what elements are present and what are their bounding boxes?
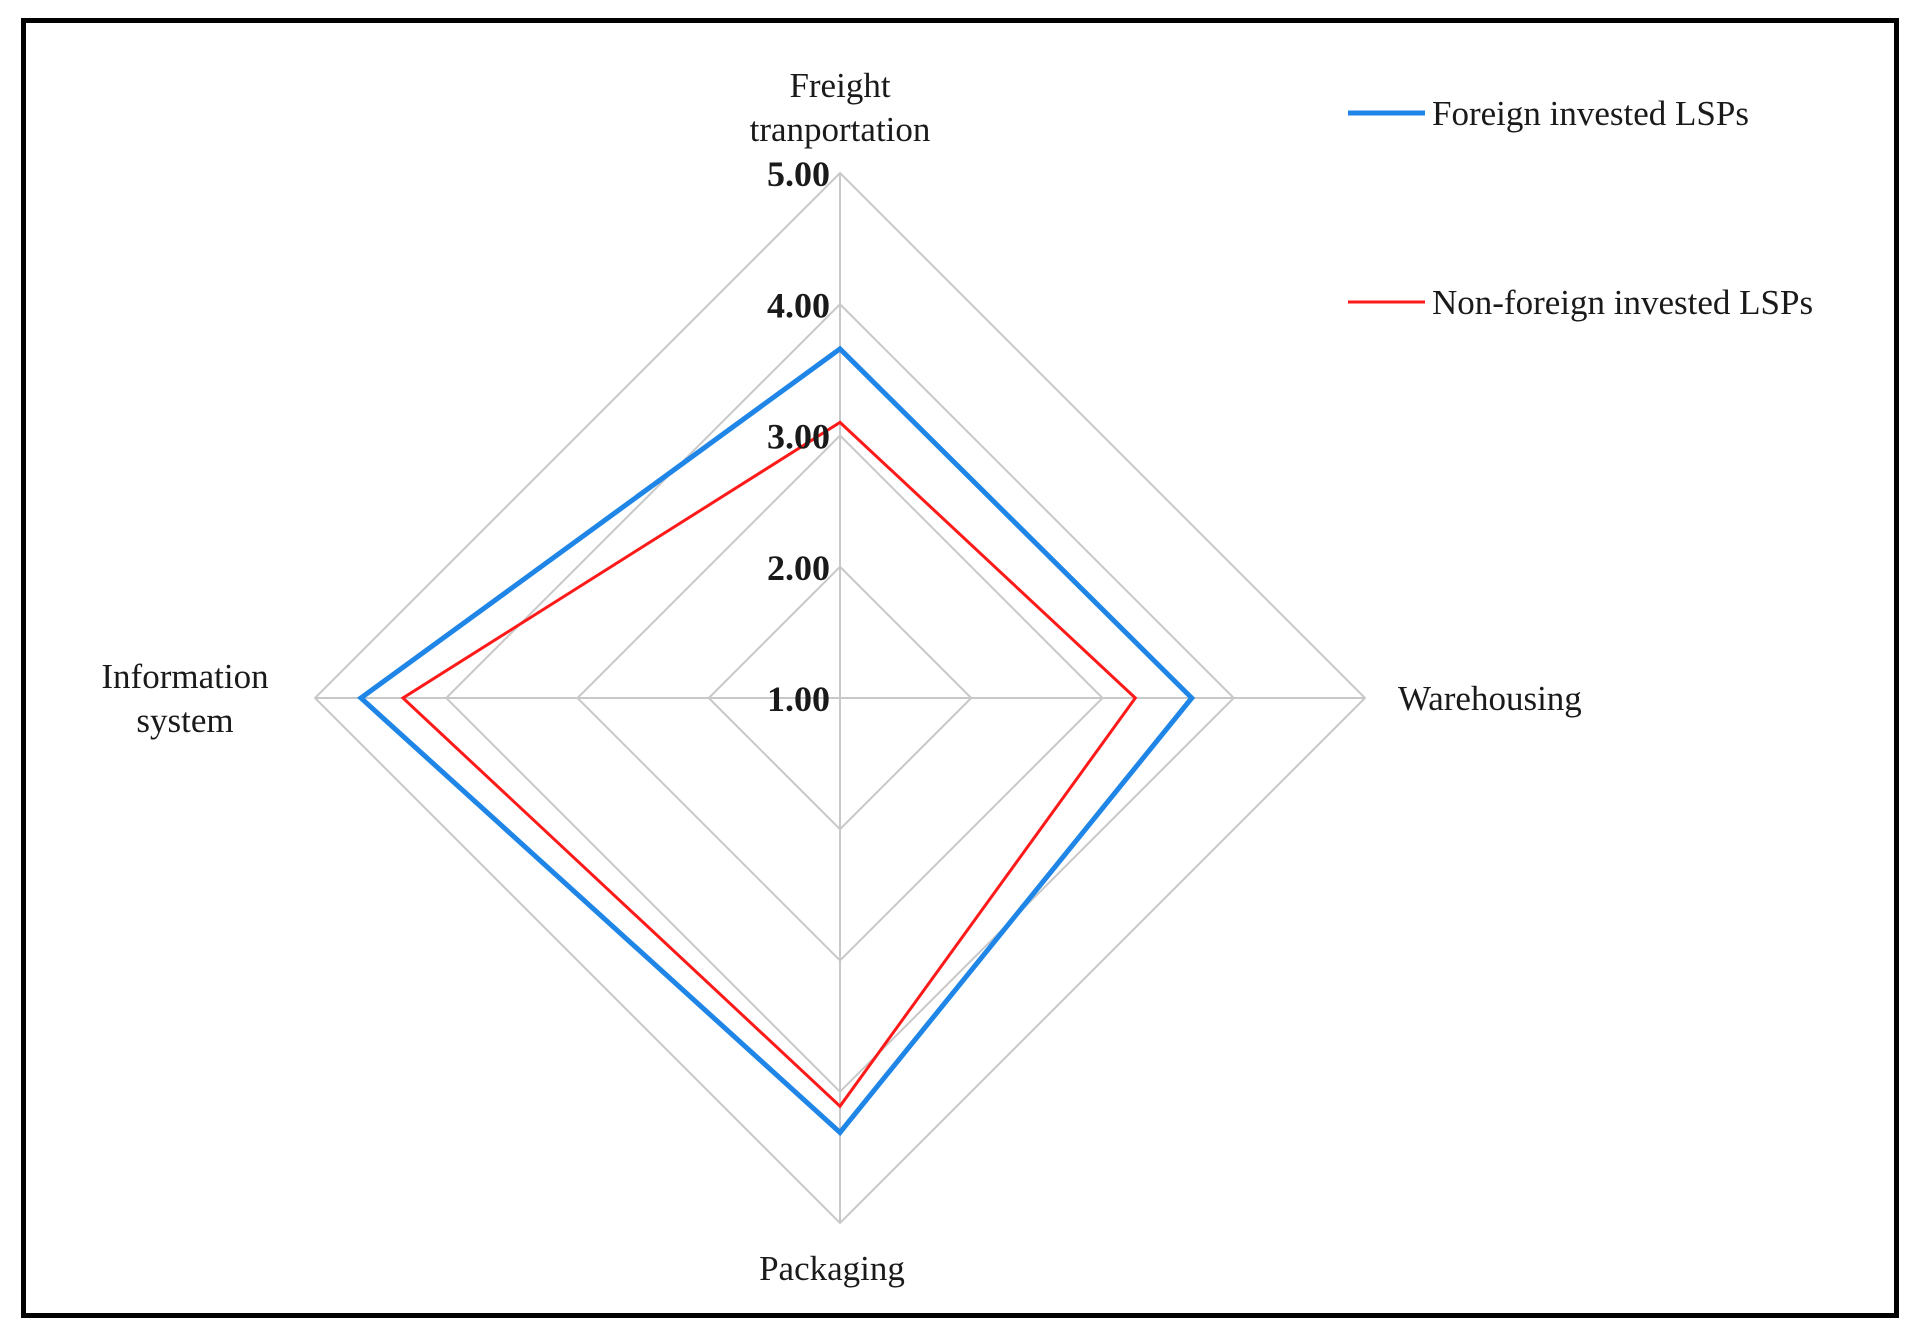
legend: Foreign invested LSPs Non-foreign invest… (1348, 94, 1813, 322)
tick-label-2.00: 2.00 (767, 548, 830, 588)
series-line-nonforeign (400, 420, 1138, 1109)
chart-frame (21, 18, 1899, 1318)
tick-label-4.00: 4.00 (767, 285, 830, 325)
radar-grid (313, 171, 1367, 1225)
tick-label-5.00: 5.00 (767, 154, 830, 194)
radar-axis-labels: Freight tranportation Warehousing Packaging… (101, 66, 1581, 1288)
legend-item-foreign: Foreign invested LSPs (1348, 94, 1749, 133)
legend-label-nonforeign: Non-foreign invested LSPs (1432, 283, 1813, 322)
tick-label-3.00: 3.00 (767, 417, 830, 457)
axis-label-freight-tranportation-line-2: tranportation (750, 110, 931, 149)
legend-label-foreign: Foreign invested LSPs (1432, 94, 1749, 133)
axis-label-information-system-line-1: Information (101, 657, 268, 696)
series-line-foreign (356, 345, 1196, 1137)
axis-label-freight-tranportation-line-1: Freight (789, 66, 890, 105)
tick-label-1.00: 1.00 (767, 679, 830, 719)
axis-label-warehousing: Warehousing (1398, 679, 1582, 718)
legend-item-nonforeign: Non-foreign invested LSPs (1348, 283, 1813, 322)
axis-label-packaging: Packaging (759, 1249, 905, 1288)
axis-label-information-system-line-2: system (136, 701, 233, 740)
radar-series (356, 345, 1196, 1137)
radar-tick-labels: 1.00 2.00 3.00 4.00 5.00 (767, 154, 830, 719)
